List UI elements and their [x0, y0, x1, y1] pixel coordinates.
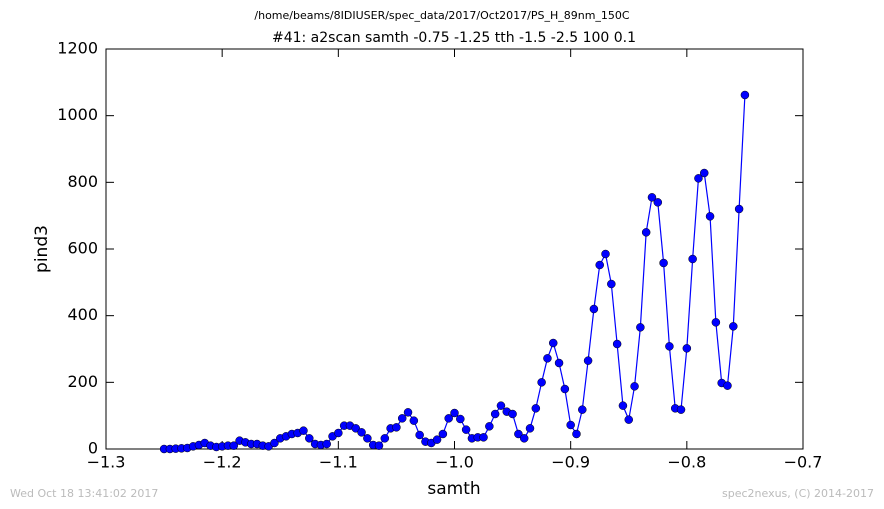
data-point	[450, 408, 459, 418]
data-point	[665, 342, 674, 351]
footer-right: spec2nexus, (C) 2014-2017	[722, 487, 874, 500]
data-point	[508, 409, 517, 419]
data-point	[432, 435, 442, 444]
data-point	[334, 428, 343, 438]
data-point	[554, 358, 564, 368]
data-point	[682, 344, 692, 353]
data-point	[531, 404, 541, 413]
data-point	[397, 414, 407, 423]
data-point	[589, 304, 599, 314]
y-tick-label: 0	[88, 439, 98, 458]
data-point	[572, 429, 581, 439]
data-point	[456, 414, 465, 424]
data-point	[578, 405, 587, 414]
data-point	[641, 228, 651, 237]
data-point	[740, 90, 750, 100]
data-point	[636, 323, 645, 332]
data-point	[357, 428, 366, 437]
data-point	[601, 249, 610, 259]
data-point	[322, 439, 331, 449]
data-point	[485, 422, 494, 431]
chart-title: #41: a2scan samth -0.75 -1.25 tth -1.5 -…	[272, 30, 636, 46]
data-point	[514, 429, 523, 439]
x-tick-label: −0.8	[667, 453, 706, 472]
data-point	[566, 420, 575, 430]
data-point	[438, 429, 448, 439]
data-point	[351, 424, 361, 433]
data-point	[380, 434, 390, 443]
data-point	[363, 434, 372, 443]
plot-frame	[105, 48, 804, 450]
data-point	[647, 193, 657, 202]
data-point	[543, 354, 552, 363]
x-tick-label: −0.7	[784, 453, 823, 472]
data-point	[700, 168, 709, 178]
x-tick-label: −1.3	[87, 453, 126, 472]
data-point	[270, 438, 279, 448]
y-tick-label: 1000	[57, 105, 98, 124]
data-point	[729, 322, 738, 331]
data-point	[305, 434, 314, 443]
y-tick-label: 1200	[57, 39, 98, 58]
data-point	[415, 430, 424, 440]
y-tick-label: 600	[67, 239, 98, 258]
data-point	[705, 212, 715, 221]
y-tick-label: 800	[67, 172, 98, 191]
x-axis-label: samth	[427, 479, 480, 499]
data-point	[734, 204, 744, 214]
y-tick-label: 400	[67, 305, 98, 324]
data-point	[392, 423, 401, 432]
data-point	[583, 356, 593, 365]
data-point	[409, 416, 419, 425]
data-point	[479, 433, 488, 442]
data-point	[694, 174, 703, 183]
x-tick-label: −1.2	[203, 453, 242, 472]
data-point	[548, 338, 558, 348]
data-point	[461, 425, 471, 434]
x-tick-label: −1.0	[435, 453, 474, 472]
data-point	[676, 405, 686, 414]
data-point	[537, 378, 546, 387]
x-tick-label: −1.1	[319, 453, 358, 472]
y-tick-label: 200	[67, 372, 98, 391]
data-point	[560, 384, 570, 394]
data-point	[595, 260, 604, 270]
data-point	[607, 279, 616, 289]
data-point	[653, 198, 663, 207]
data-point	[618, 401, 628, 410]
data-point	[490, 409, 500, 419]
footer-left: Wed Oct 18 13:41:02 2017	[10, 487, 158, 500]
data-point	[711, 318, 721, 327]
data-point	[374, 441, 384, 450]
data-point	[624, 415, 633, 424]
data-point	[403, 408, 413, 417]
data-point	[723, 381, 732, 390]
data-point	[519, 434, 529, 443]
data-point	[612, 339, 622, 349]
data-point	[659, 258, 668, 268]
x-tick-label: −0.9	[551, 453, 590, 472]
data-point	[688, 254, 697, 264]
data-point	[229, 441, 239, 450]
data-point	[444, 414, 453, 423]
y-axis-label: pind3	[32, 225, 52, 273]
data-point	[496, 401, 506, 410]
data-point	[630, 382, 639, 391]
header: /home/beams/8IDIUSER/spec_data/2017/Oct2…	[254, 9, 630, 22]
data-point	[525, 424, 535, 433]
data-point	[299, 426, 308, 435]
